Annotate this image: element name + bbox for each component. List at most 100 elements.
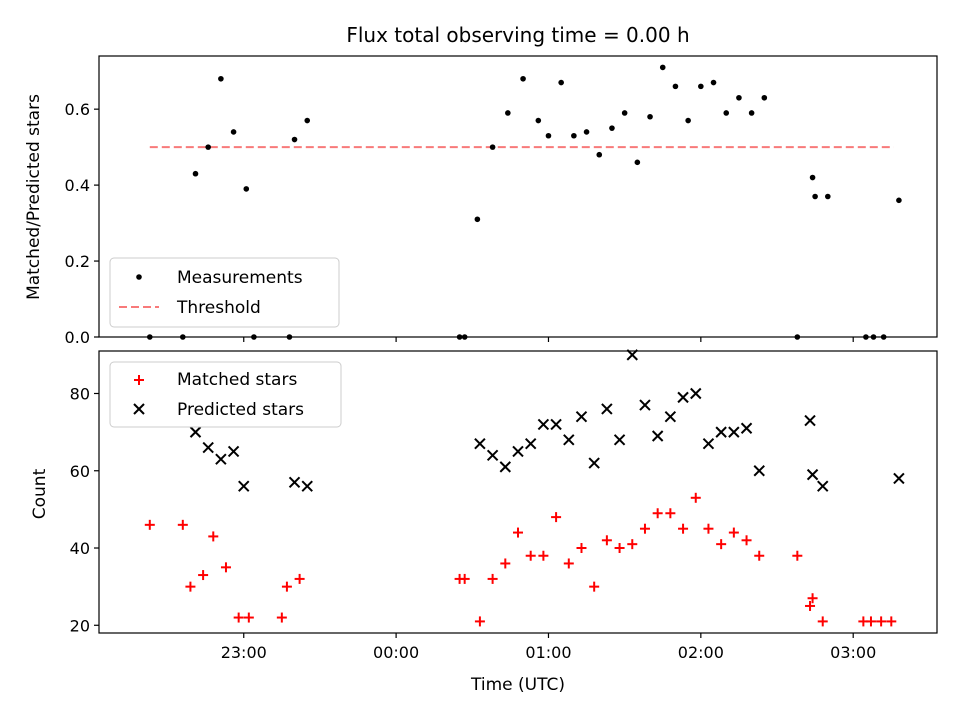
predicted-star-point xyxy=(486,449,499,462)
predicted-star-point xyxy=(215,453,227,465)
measurement-point xyxy=(761,94,768,101)
matched-star-point xyxy=(281,581,292,592)
matched-star-point xyxy=(185,581,196,592)
matched-star-point xyxy=(487,573,498,584)
matched-star-point xyxy=(639,523,650,534)
predicted-star-point xyxy=(499,461,512,473)
measurement-point xyxy=(230,129,237,135)
predicted-star-stroke-b xyxy=(664,410,677,423)
matched-star-point xyxy=(678,523,689,534)
matched-star-point xyxy=(500,558,511,569)
measurement-point xyxy=(192,170,199,177)
predicted-star-stroke-b xyxy=(893,472,905,485)
top-legend-box xyxy=(109,257,340,328)
top-chart-title: Flux total observing time = 0.00 h xyxy=(346,23,689,47)
predicted-star-point xyxy=(753,465,765,477)
bottom-x-tick-label: 01:00 xyxy=(525,643,571,662)
measurement-point xyxy=(685,117,691,124)
measurement-point xyxy=(736,94,742,101)
predicted-star-point xyxy=(740,422,753,434)
matched-star-point xyxy=(177,519,188,530)
predicted-star-stroke-b xyxy=(301,480,313,492)
matched-star-point xyxy=(807,593,818,604)
predicted-star-point xyxy=(804,414,816,427)
top-y-tick-label: 0.6 xyxy=(65,100,90,119)
matched-star-point xyxy=(741,535,752,546)
predicted-star-point xyxy=(227,445,240,458)
measurement-point xyxy=(896,197,902,204)
matched-star-point xyxy=(551,512,562,523)
matched-star-point xyxy=(233,612,244,623)
measurement-point xyxy=(583,129,590,135)
predicted-star-stroke-b xyxy=(238,480,250,492)
predicted-star-stroke-b xyxy=(806,468,819,481)
matched-star-point xyxy=(198,570,209,581)
measurement-point xyxy=(243,186,250,192)
predicted-star-stroke-b xyxy=(189,426,202,438)
matched-star-point xyxy=(276,612,287,623)
predicted-star-stroke-b xyxy=(817,480,829,492)
matched-star-point xyxy=(876,616,887,627)
bottom-axes-frame xyxy=(98,350,938,634)
predicted-star-stroke-b xyxy=(474,438,486,450)
predicted-star-point xyxy=(677,391,689,404)
measurement-point xyxy=(596,151,603,158)
predicted-star-stroke-b xyxy=(753,465,765,477)
matched-star-point xyxy=(665,508,676,519)
legend-threshold-label: Threshold xyxy=(176,298,261,318)
matched-star-point xyxy=(474,616,485,627)
matched-star-point xyxy=(243,612,254,623)
predicted-star-stroke-b xyxy=(690,387,702,400)
bottom-plot-area xyxy=(144,349,905,627)
measurement-point xyxy=(489,144,496,150)
predicted-star-stroke-b xyxy=(227,445,240,458)
predicted-star-stroke-b xyxy=(575,410,588,423)
top-y-ticks: 0.0 0.2 0.4 0.6 xyxy=(65,100,99,347)
measurement-point xyxy=(723,110,730,116)
measurement-point xyxy=(474,216,481,223)
matched-star-point xyxy=(525,550,536,561)
top-y-axis-label: Matched/Predicted stars xyxy=(24,94,44,300)
measurement-point xyxy=(698,83,704,90)
bottom-y-tick-label: 80 xyxy=(70,384,90,403)
matched-star-point xyxy=(144,519,155,530)
measurement-point xyxy=(659,64,666,71)
matched-star-point xyxy=(703,523,714,534)
predicted-star-point xyxy=(893,472,905,485)
predicted-star-stroke-b xyxy=(537,418,550,431)
bottom-y-axis-label: Count xyxy=(30,468,50,519)
top-axes-frame xyxy=(98,55,938,338)
measurement-point xyxy=(218,75,224,82)
matched-star-point xyxy=(728,527,739,538)
bottom-y-tick-label: 40 xyxy=(70,539,90,558)
predicted-star-point xyxy=(189,426,202,438)
measurement-point xyxy=(609,125,615,131)
matched-star-point xyxy=(627,539,638,550)
predicted-star-stroke-b xyxy=(677,391,689,404)
predicted-star-stroke-b xyxy=(563,434,575,446)
bottom-y-ticks: 20 40 60 80 xyxy=(70,384,99,635)
measurement-point xyxy=(304,117,311,124)
predicted-star-point xyxy=(806,468,819,481)
measurement-point xyxy=(505,110,511,116)
measurement-point xyxy=(621,110,628,116)
matched-star-point xyxy=(459,573,470,584)
top-y-tick-label: 0.4 xyxy=(65,176,90,195)
matched-star-point xyxy=(716,539,727,550)
predicted-star-point xyxy=(301,480,313,492)
predicted-star-stroke-b xyxy=(550,418,562,431)
matched-star-point xyxy=(865,616,876,627)
predicted-star-point xyxy=(651,430,664,442)
matched-star-point xyxy=(208,531,219,542)
predicted-star-stroke-b xyxy=(740,422,753,434)
measurement-point xyxy=(672,83,679,90)
matched-star-point xyxy=(817,616,828,627)
matched-star-point xyxy=(792,550,803,561)
matched-star-point xyxy=(563,558,574,569)
predicted-star-stroke-b xyxy=(715,426,727,438)
matched-star-point xyxy=(690,492,701,503)
top-x-ticks xyxy=(243,337,854,342)
predicted-star-stroke-b xyxy=(215,453,227,465)
bottom-legend: Matched stars Predicted stars xyxy=(109,361,342,428)
